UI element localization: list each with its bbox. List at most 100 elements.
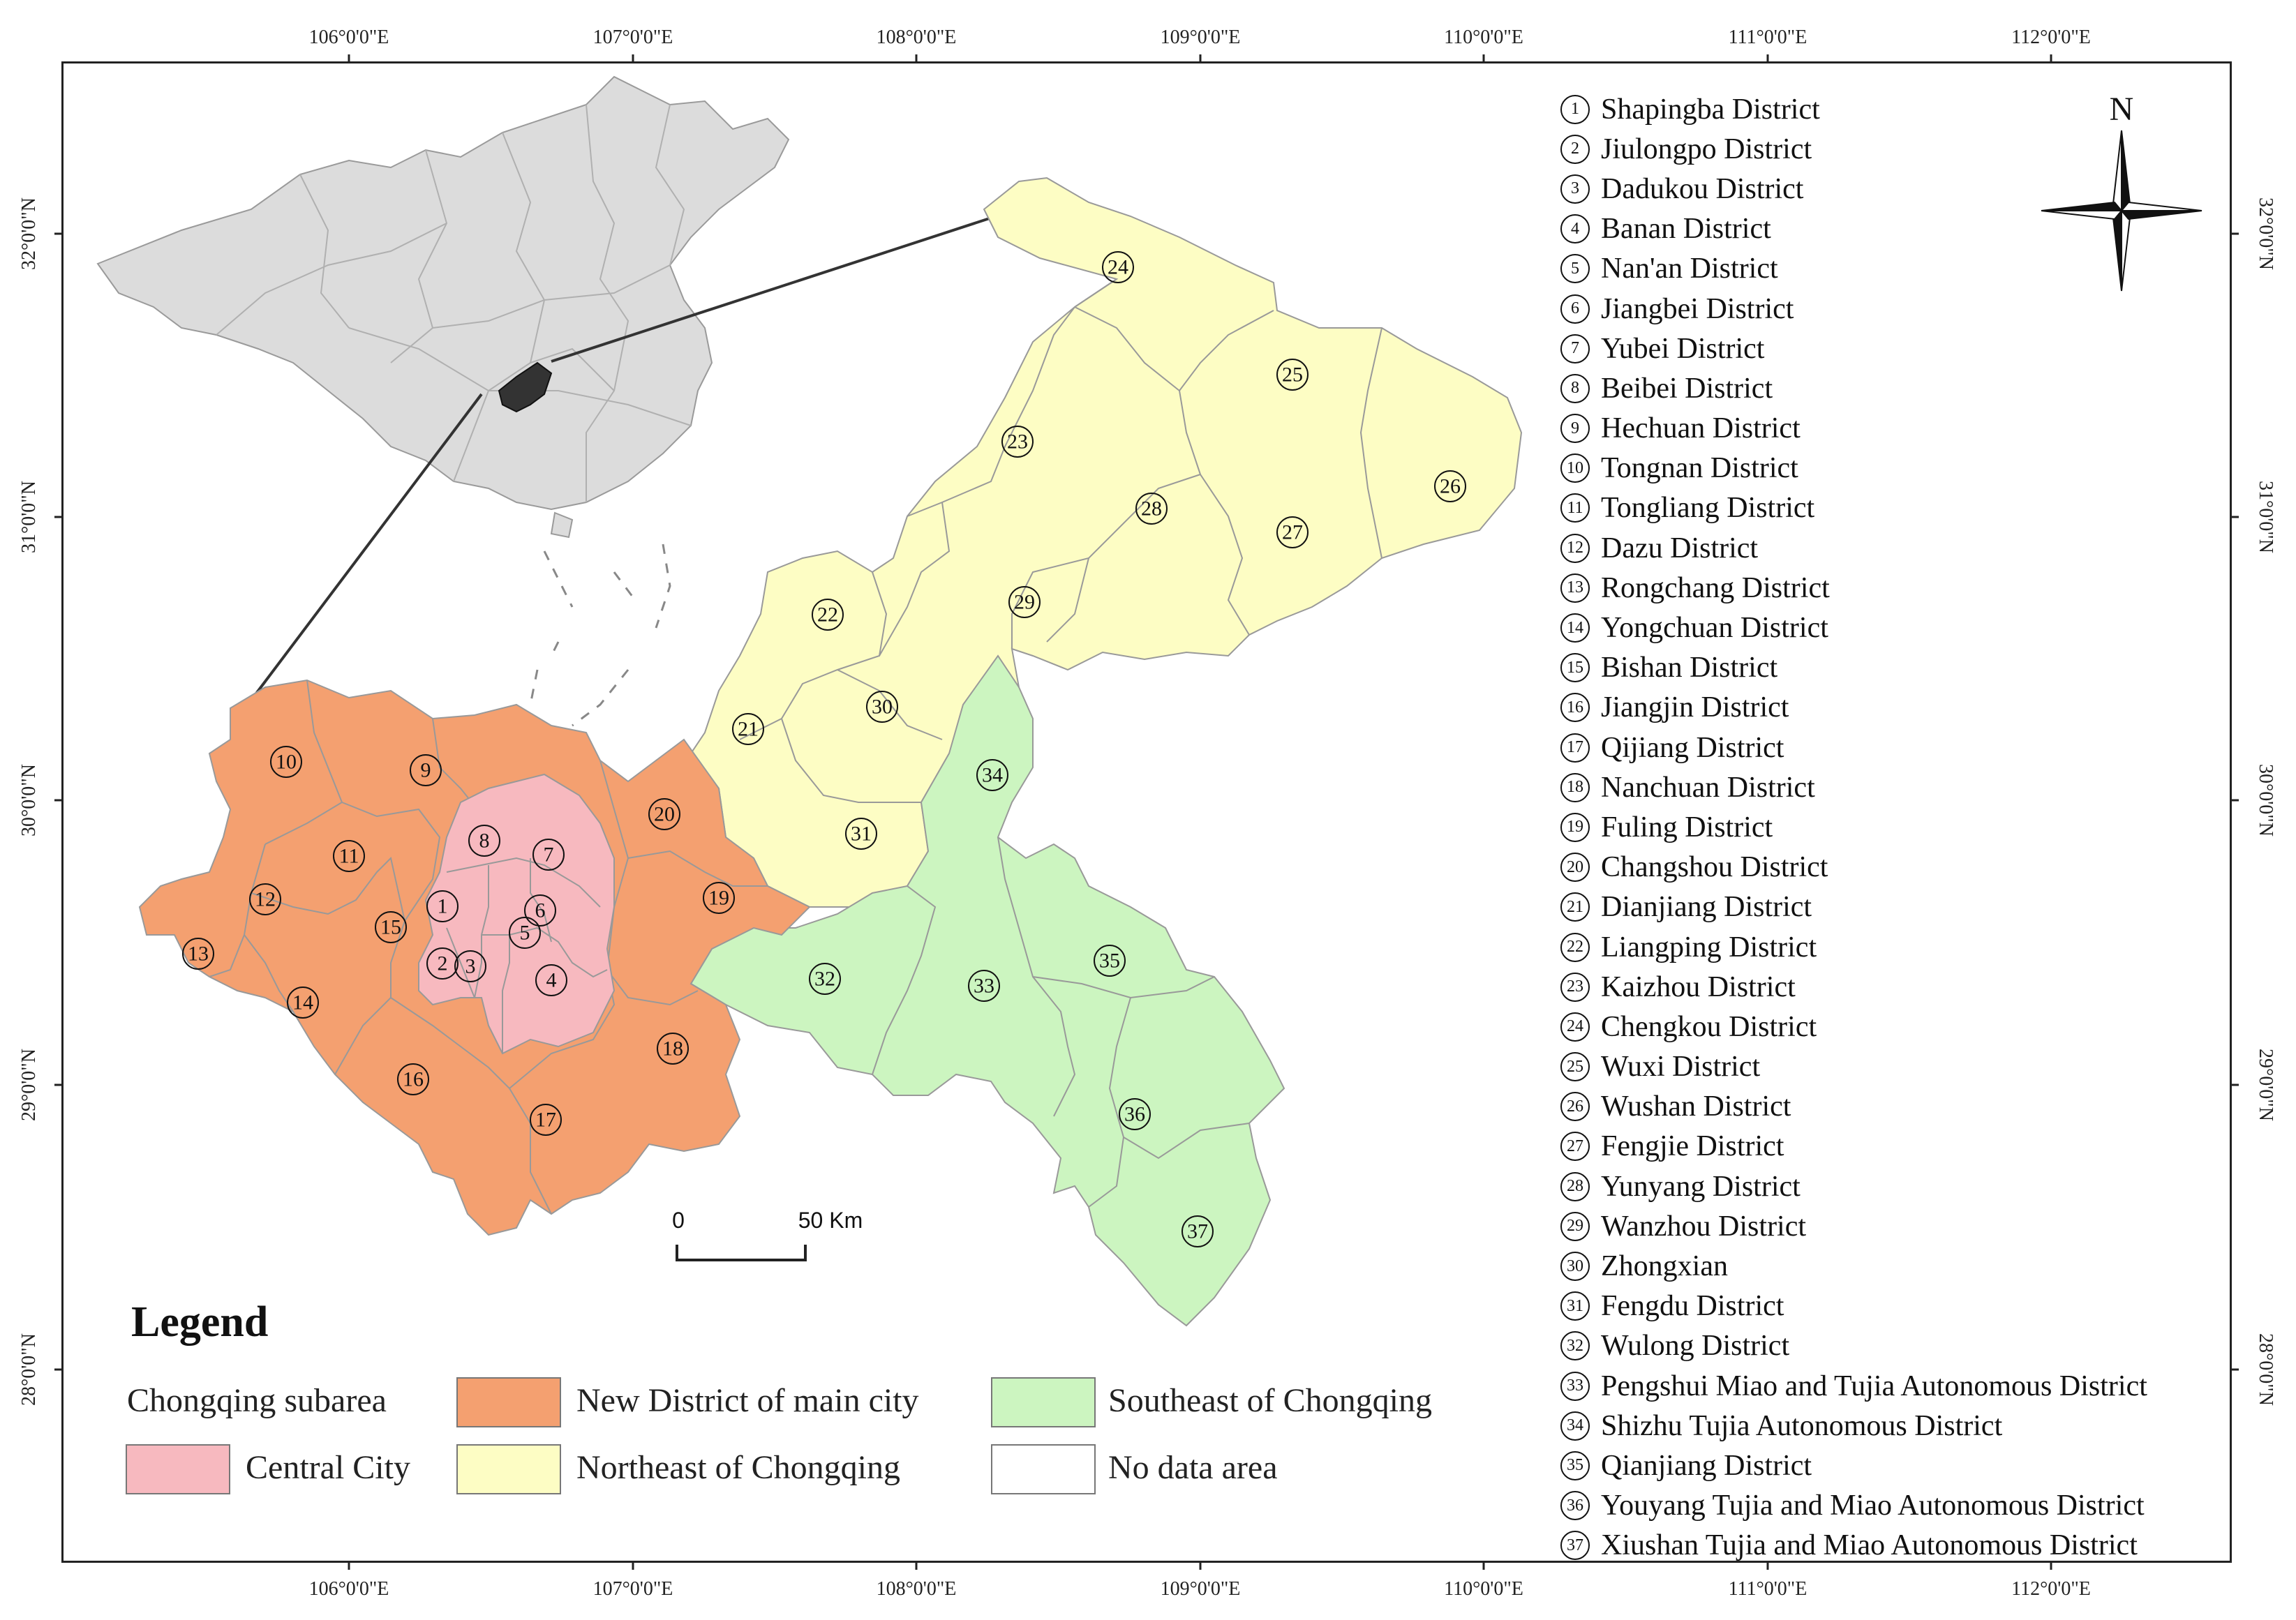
north-arrow: N: [2041, 91, 2202, 292]
map-label-26: 26: [1434, 470, 1466, 502]
map-label-18: 18: [657, 1033, 689, 1065]
list-item: 7 Yubei District: [1560, 329, 2230, 368]
left-tick-label: 32°0'0"N: [18, 197, 40, 270]
legend-label-no-data: No data area: [1108, 1449, 1278, 1486]
svg-text:27: 27: [1282, 521, 1303, 544]
list-label: Dianjiang District: [1601, 891, 1812, 924]
province-borders: [216, 104, 692, 502]
list-number: 13: [1560, 573, 1590, 603]
map-label-35: 35: [1094, 945, 1126, 977]
list-label: Bishan District: [1601, 652, 1778, 684]
china-inset-map: [96, 75, 790, 727]
list-item: 37 Xiushan Tujia and Miao Autonomous Dist…: [1560, 1526, 2230, 1566]
svg-text:6: 6: [535, 899, 546, 922]
list-item: 29 Wanzhou District: [1560, 1206, 2230, 1246]
list-item: 22 Liangping District: [1560, 927, 2230, 967]
svg-text:19: 19: [708, 887, 729, 910]
map-label-13: 13: [182, 938, 214, 970]
svg-text:7: 7: [544, 843, 554, 867]
list-item: 5 Nan'an District: [1560, 249, 2230, 289]
map-label-6: 6: [524, 894, 556, 927]
list-number: 35: [1560, 1450, 1590, 1480]
svg-text:31: 31: [851, 823, 872, 846]
svg-text:13: 13: [188, 943, 209, 966]
list-label: Dazu District: [1601, 532, 1759, 564]
map-label-4: 4: [535, 964, 567, 996]
top-tick-label: 110°0'0"E: [1444, 27, 1523, 48]
list-label: Jiangjin District: [1601, 691, 1789, 724]
left-tick-label: 29°0'0"N: [18, 1049, 40, 1121]
list-number: 26: [1560, 1092, 1590, 1122]
legend-label-central-city: Central City: [246, 1449, 410, 1486]
legend-swatch-new-district: [456, 1377, 561, 1427]
bottom-tick-label: 106°0'0"E: [309, 1578, 389, 1600]
right-tick-label: 31°0'0"N: [2255, 481, 2276, 553]
list-label: Kaizhou District: [1601, 970, 1796, 1003]
top-tick-label: 108°0'0"E: [877, 27, 957, 48]
list-number: 1: [1560, 94, 1590, 124]
map-label-20: 20: [648, 798, 680, 830]
list-number: 18: [1560, 772, 1590, 802]
svg-text:4: 4: [546, 969, 557, 992]
svg-text:3: 3: [465, 955, 476, 978]
list-item: 3 Dadukou District: [1560, 169, 2230, 209]
svg-text:17: 17: [535, 1109, 556, 1132]
chongqing-inset-highlight: [498, 361, 553, 413]
svg-text:29: 29: [1014, 591, 1035, 614]
bottom-tick-label: 111°0'0"E: [1729, 1578, 1807, 1600]
list-label: Wuxi District: [1601, 1051, 1761, 1083]
top-tick-label: 106°0'0"E: [309, 27, 389, 48]
svg-text:36: 36: [1124, 1103, 1145, 1126]
list-label: Yongchuan District: [1601, 612, 1828, 645]
list-number: 12: [1560, 533, 1590, 563]
list-number: 33: [1560, 1371, 1590, 1401]
map-label-12: 12: [249, 883, 281, 915]
map-label-2: 2: [426, 947, 459, 980]
list-number: 30: [1560, 1252, 1590, 1282]
map-label-28: 28: [1135, 493, 1168, 525]
list-label: Youyang Tujia and Miao Autonomous Distri…: [1601, 1490, 2145, 1522]
list-label: Hechuan District: [1601, 412, 1801, 445]
list-number: 23: [1560, 972, 1590, 1002]
list-item: 27 Fengjie District: [1560, 1127, 2230, 1167]
list-item: 23 Kaizhou District: [1560, 967, 2230, 1007]
list-item: 4 Banan District: [1560, 209, 2230, 249]
list-item: 36 Youyang Tujia and Miao Autonomous Dist…: [1560, 1486, 2230, 1526]
svg-text:25: 25: [1282, 363, 1303, 387]
svg-text:37: 37: [1187, 1220, 1208, 1243]
list-label: Fengjie District: [1601, 1130, 1784, 1163]
map-district-labels: 1 2 3 4 5 6 7 8 9 10 11 12 13 14 15 16 1…: [182, 251, 1466, 1247]
list-number: 34: [1560, 1411, 1590, 1441]
svg-text:10: 10: [276, 751, 297, 774]
legend-title: Legend: [131, 1298, 269, 1346]
frame-ticks: [54, 54, 2239, 1570]
list-item: 20 Changshou District: [1560, 848, 2230, 887]
list-label: Wushan District: [1601, 1090, 1791, 1123]
list-label: Beibei District: [1601, 372, 1773, 405]
map-label-33: 33: [968, 970, 1000, 1002]
china-landmass: [96, 75, 790, 511]
list-number: 32: [1560, 1331, 1590, 1361]
list-item: 15 Bishan District: [1560, 648, 2230, 688]
northeast-district-borders: [739, 278, 1382, 803]
list-label: Fuling District: [1601, 811, 1773, 843]
svg-text:1: 1: [438, 895, 448, 918]
list-item: 2 Jiulongpo District: [1560, 129, 2230, 169]
list-number: 16: [1560, 693, 1590, 723]
list-label: Wanzhou District: [1601, 1210, 1807, 1243]
list-label: Jiangbei District: [1601, 292, 1794, 325]
list-item: 16 Jiangjin District: [1560, 688, 2230, 728]
list-number: 17: [1560, 733, 1590, 763]
list-number: 15: [1560, 653, 1590, 683]
map-label-34: 34: [976, 759, 1008, 791]
top-tick-label: 112°0'0"E: [2011, 27, 2091, 48]
bottom-tick-label: 108°0'0"E: [877, 1578, 957, 1600]
list-label: Xiushan Tujia and Miao Autonomous Distri…: [1601, 1529, 2138, 1562]
list-label: Fengdu District: [1601, 1290, 1784, 1323]
svg-text:22: 22: [817, 603, 838, 627]
list-number: 10: [1560, 453, 1590, 483]
top-tick-labels: 106°0'0"E 107°0'0"E 108°0'0"E 109°0'0"E …: [309, 27, 2091, 48]
list-number: 6: [1560, 294, 1590, 324]
legend-swatch-southeast: [991, 1377, 1096, 1427]
